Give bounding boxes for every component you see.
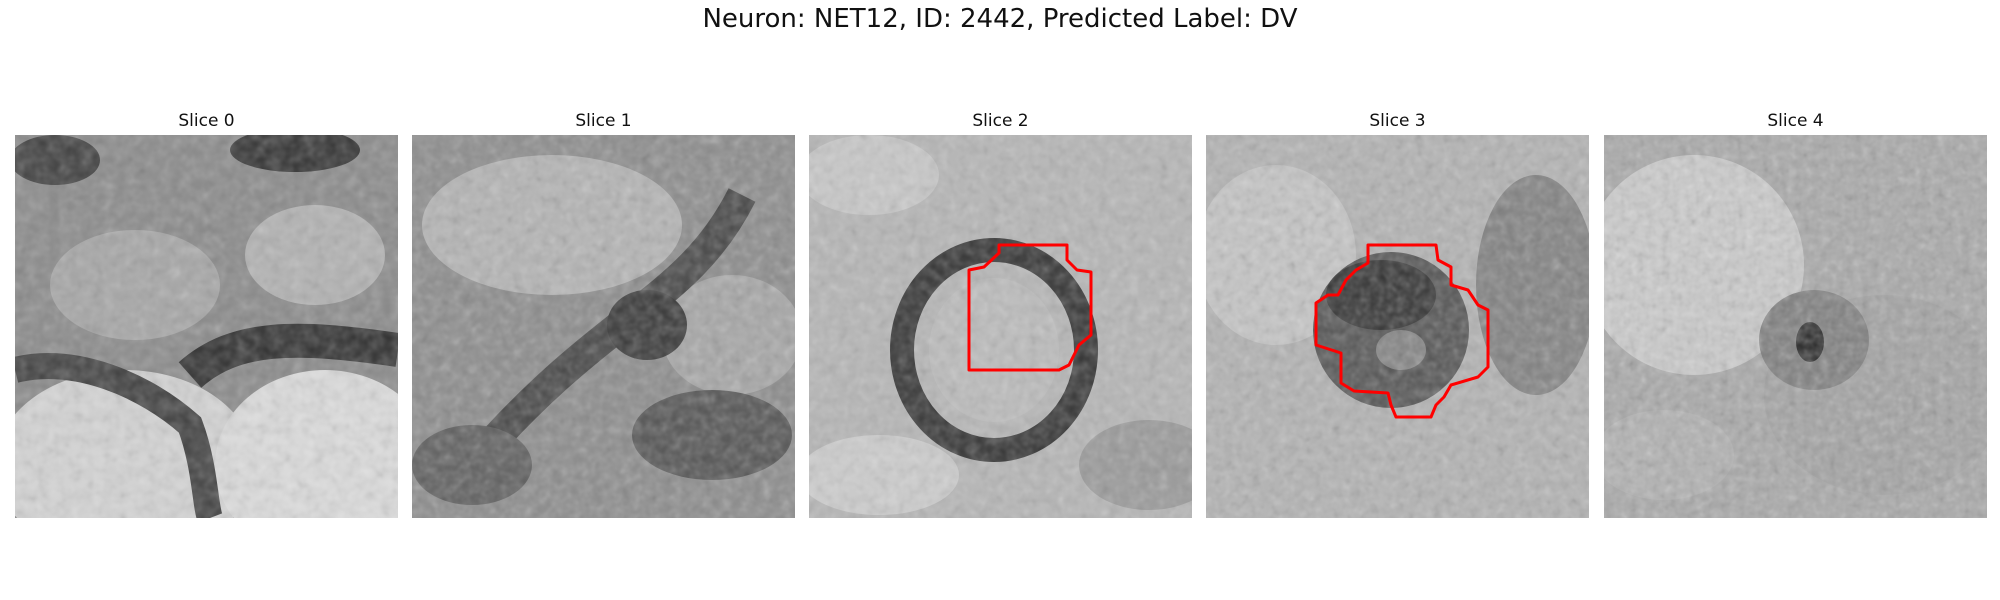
- roi-outline: [967, 243, 1093, 372]
- slice-title: Slice 3: [1369, 111, 1426, 131]
- slice-panel-4: Slice 4: [1604, 110, 1987, 518]
- slice-image-0: [15, 135, 398, 518]
- slice-title: Slice 4: [1767, 111, 1824, 131]
- slice-image-1: [412, 135, 795, 518]
- slice-panel-3: Slice 3: [1206, 110, 1589, 518]
- slice-panel-0: Slice 0: [15, 110, 398, 518]
- slice-image-2: [809, 135, 1192, 518]
- figure-title: Neuron: NET12, ID: 2442, Predicted Label…: [702, 4, 1298, 34]
- slice-image-4: [1604, 135, 1987, 518]
- slice-panel-2: Slice 2: [809, 110, 1192, 518]
- slice-image-3: [1206, 135, 1589, 518]
- slice-title: Slice 0: [178, 111, 235, 131]
- slice-title: Slice 1: [575, 111, 632, 131]
- roi-outline: [1314, 243, 1490, 419]
- slice-panel-1: Slice 1: [412, 110, 795, 518]
- slice-title: Slice 2: [972, 111, 1029, 131]
